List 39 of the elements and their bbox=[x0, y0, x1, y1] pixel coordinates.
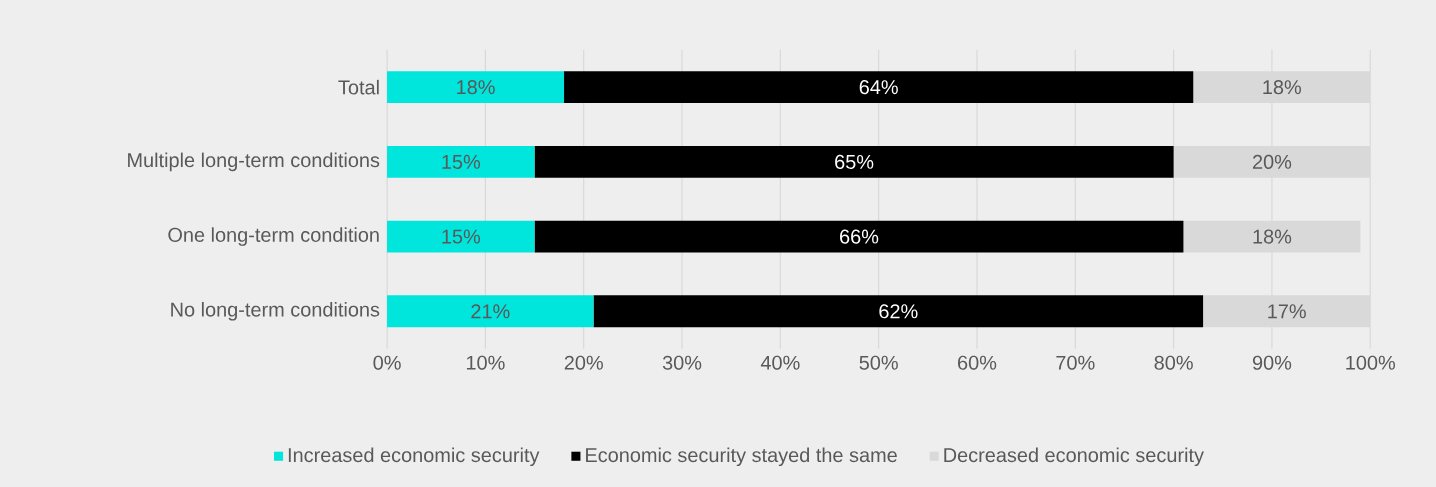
bar bbox=[534, 220, 1184, 253]
x-tick-label: 10% bbox=[466, 355, 505, 370]
data-label: 20% bbox=[1252, 154, 1292, 169]
y-tick-label: One long-term condition bbox=[168, 227, 379, 246]
bar bbox=[387, 295, 594, 328]
bar bbox=[387, 71, 565, 104]
x-tick-label: 40% bbox=[760, 355, 800, 370]
bar bbox=[593, 295, 1204, 328]
x-tick-label: 60% bbox=[958, 355, 997, 370]
data-label: 64% bbox=[859, 80, 898, 95]
bar bbox=[387, 220, 535, 253]
data-label: 15% bbox=[442, 154, 481, 169]
data-label: 66% bbox=[840, 229, 879, 244]
x-tick-label: 0% bbox=[373, 355, 401, 370]
bar bbox=[534, 145, 1174, 178]
data-label: 18% bbox=[1253, 229, 1292, 244]
legend-label: Increased economic security bbox=[288, 447, 540, 467]
data-label: 21% bbox=[471, 304, 510, 319]
x-tick-label: 80% bbox=[1154, 355, 1193, 370]
data-label: 18% bbox=[457, 80, 495, 95]
data-label: 17% bbox=[1268, 304, 1306, 319]
legend-label: Decreased economic security bbox=[944, 447, 1204, 467]
x-tick-label: 20% bbox=[564, 355, 603, 370]
x-tick-label: 90% bbox=[1252, 355, 1292, 370]
data-label: 65% bbox=[835, 154, 874, 169]
y-tick-label: Multiple long-term conditions bbox=[128, 152, 380, 172]
bar bbox=[1183, 220, 1361, 253]
data-label: 62% bbox=[879, 304, 918, 319]
x-tick-label: 30% bbox=[662, 355, 702, 370]
data-label: 18% bbox=[1263, 80, 1302, 95]
x-tick-label: 100% bbox=[1346, 355, 1396, 370]
x-tick-label: 50% bbox=[859, 355, 898, 370]
y-tick-label: No long-term conditions bbox=[171, 301, 380, 321]
legend-label: Economic security stayed the same bbox=[586, 447, 897, 467]
bar bbox=[387, 145, 535, 178]
data-label: 15% bbox=[442, 229, 481, 244]
bar bbox=[564, 71, 1194, 104]
y-tick-label: Total bbox=[338, 79, 379, 95]
x-tick-label: 70% bbox=[1056, 355, 1095, 370]
